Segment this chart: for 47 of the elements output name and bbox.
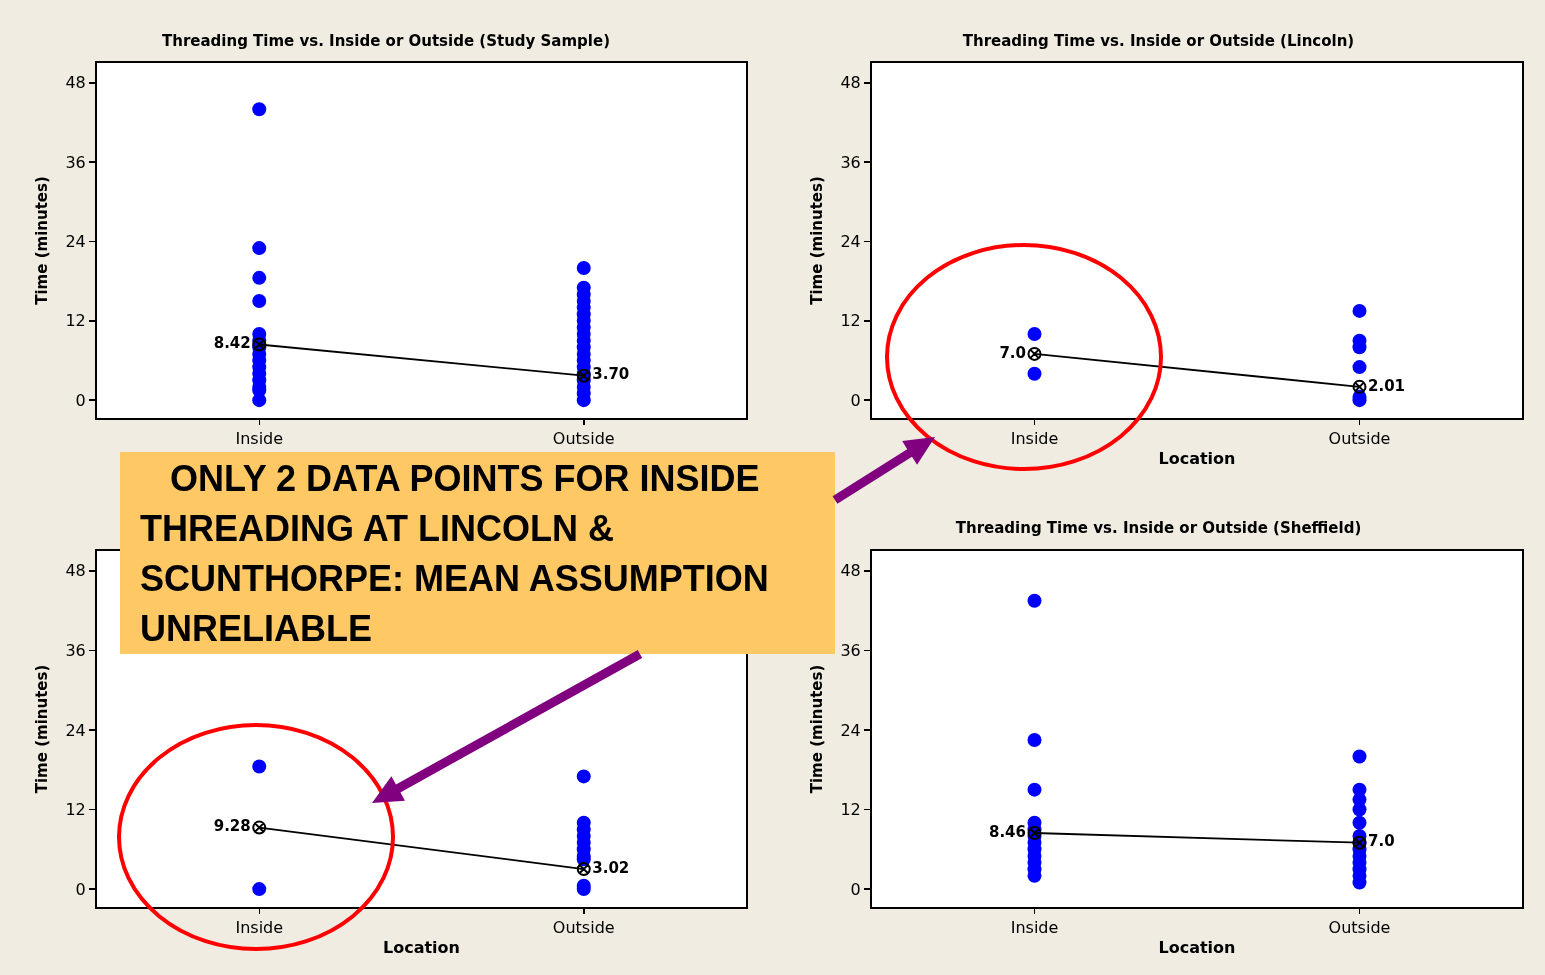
data-label: 8.42 bbox=[213, 334, 251, 353]
data-label: 7.0 bbox=[999, 343, 1026, 362]
y-tick-label: 0 bbox=[75, 879, 86, 899]
y-tick-label: 36 bbox=[65, 641, 86, 661]
x-tick-label: Inside bbox=[235, 429, 284, 449]
x-tick-label: Inside bbox=[1010, 429, 1059, 449]
chart-title: Threading Time vs. Inside or Outside (Lincoln) bbox=[962, 32, 1355, 51]
y-tick-label: 48 bbox=[65, 561, 86, 581]
data-label: 3.02 bbox=[592, 858, 630, 877]
y-axis-title: Time (minutes) bbox=[33, 664, 52, 794]
chart-title: Threading Time vs. Inside or Outside (Sheffield) bbox=[955, 519, 1362, 538]
y-tick-label: 12 bbox=[840, 311, 861, 331]
x-axis-title: Location bbox=[1158, 938, 1236, 958]
y-tick-label: 12 bbox=[65, 800, 86, 820]
data-label: 3.70 bbox=[592, 365, 630, 384]
x-tick-label: Outside bbox=[1328, 918, 1391, 938]
chart-title: Threading Time vs. Inside or Outside (Study Sample) bbox=[161, 32, 611, 51]
data-label: 7.0 bbox=[1368, 832, 1395, 851]
annotation: ONLY 2 DATA POINTS FOR INSIDE THREADING AT LINCOLN & SCUNTHORPE: MEAN ASSUMPTION UNRELIABLE bbox=[120, 452, 835, 654]
x-tick-label: Inside bbox=[1010, 918, 1059, 938]
y-axis-title: Time (minutes) bbox=[808, 176, 827, 305]
y-tick-label: 0 bbox=[850, 390, 861, 410]
x-axis-title: Location bbox=[383, 938, 460, 958]
y-tick-label: 0 bbox=[850, 879, 861, 899]
x-tick-label: Outside bbox=[552, 429, 615, 449]
y-tick-label: 36 bbox=[840, 152, 861, 172]
y-tick-label: 24 bbox=[840, 232, 861, 252]
y-tick-label: 0 bbox=[75, 390, 86, 410]
y-tick-label: 36 bbox=[65, 152, 86, 172]
x-axis-title: Location bbox=[1158, 449, 1236, 469]
data-label: 9.28 bbox=[213, 817, 251, 836]
y-tick-label: 24 bbox=[65, 720, 86, 740]
y-tick-label: 48 bbox=[840, 561, 861, 581]
y-tick-label: 48 bbox=[840, 73, 861, 93]
y-tick-label: 12 bbox=[840, 800, 861, 820]
x-tick-label: Inside bbox=[235, 918, 284, 938]
y-tick-label: 48 bbox=[65, 73, 86, 93]
y-tick-label: 36 bbox=[840, 641, 861, 661]
y-axis-title: Time (minutes) bbox=[33, 176, 52, 305]
x-tick-label: Outside bbox=[552, 918, 615, 938]
y-tick-label: 12 bbox=[65, 311, 86, 331]
y-tick-label: 24 bbox=[65, 232, 86, 252]
y-axis-title: Time (minutes) bbox=[808, 664, 827, 794]
y-tick-label: 24 bbox=[840, 720, 861, 740]
x-tick-label: Outside bbox=[1328, 429, 1391, 449]
data-label: 2.01 bbox=[1368, 376, 1406, 395]
data-label: 8.46 bbox=[988, 822, 1026, 841]
